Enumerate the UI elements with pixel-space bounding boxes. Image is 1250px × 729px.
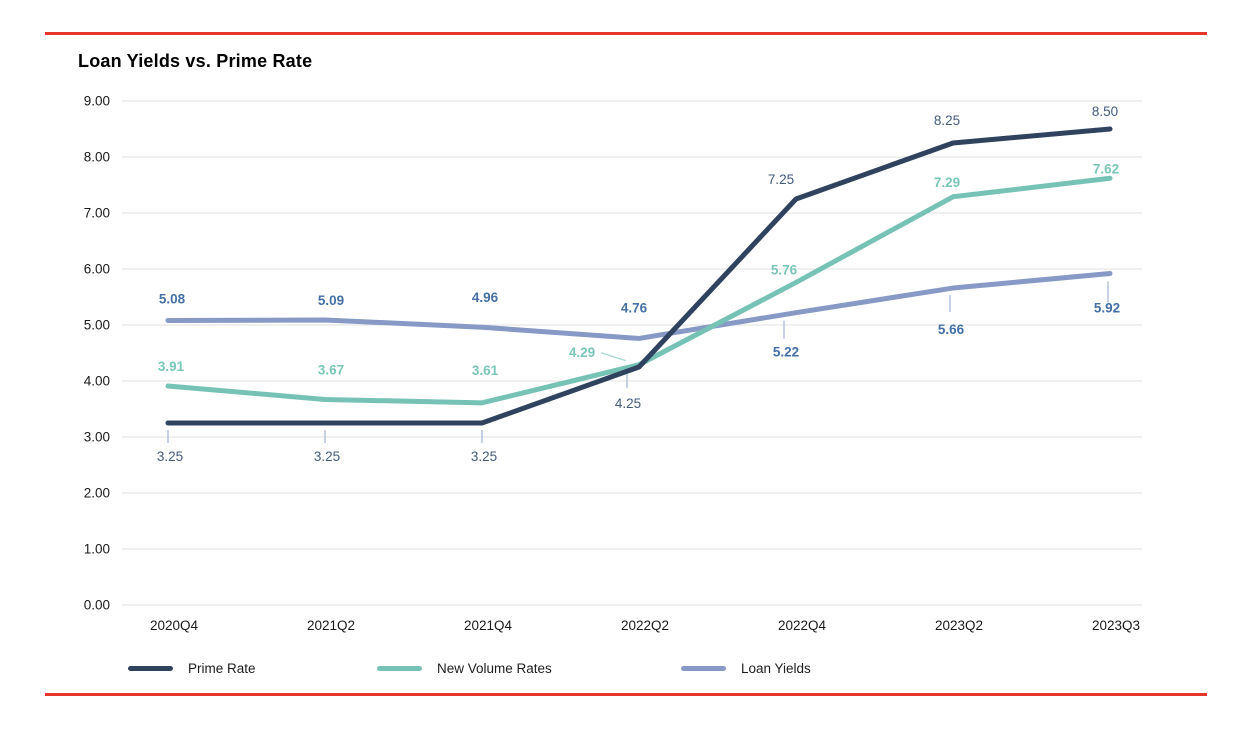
y-axis-label: 3.00: [84, 430, 110, 445]
y-axis-label: 2.00: [84, 486, 110, 501]
data-label: 4.29: [569, 345, 595, 360]
legend-swatch-loan-yields: [681, 665, 726, 671]
legend-item-new-volume-rates: New Volume Rates: [377, 660, 552, 676]
data-label: 3.25: [157, 449, 183, 464]
chart-title: Loan Yields vs. Prime Rate: [78, 51, 313, 71]
y-axis-label: 7.00: [84, 206, 110, 221]
x-axis-label: 2021Q4: [464, 618, 513, 633]
data-label: 3.67: [318, 362, 344, 377]
data-label-leader: [600, 352, 627, 362]
x-axis-label: 2020Q4: [150, 618, 199, 633]
data-label: 3.91: [158, 359, 185, 374]
chart-legend: Prime Rate New Volume Rates Loan Yields: [0, 660, 1250, 678]
legend-item-loan-yields: Loan Yields: [681, 660, 811, 676]
y-axis-label: 8.00: [84, 150, 110, 165]
y-axis-label: 6.00: [84, 262, 110, 277]
data-label: 4.25: [615, 396, 641, 411]
data-label: 8.50: [1092, 104, 1118, 119]
series-line-prime-rate: [165, 126, 1113, 426]
x-axis-label: 2023Q2: [935, 618, 983, 633]
data-label: 7.29: [934, 175, 960, 190]
data-label: 5.66: [938, 322, 965, 337]
legend-label-new-volume-rates: New Volume Rates: [437, 660, 552, 676]
data-label: 5.22: [773, 345, 799, 360]
top-red-rule: [45, 32, 1207, 35]
data-label: 5.76: [771, 262, 798, 277]
legend-swatch-prime-rate: [128, 665, 173, 671]
data-label: 3.25: [471, 449, 497, 464]
data-label: 3.61: [472, 363, 499, 378]
data-label: 3.25: [314, 449, 340, 464]
x-axis-label: 2022Q2: [621, 618, 669, 633]
x-axis-label: 2023Q3: [1092, 618, 1140, 633]
legend-label-loan-yields: Loan Yields: [741, 660, 811, 676]
y-axis-label: 4.00: [84, 374, 110, 389]
series-line-loan-yields: [165, 270, 1113, 341]
data-label: 5.09: [318, 293, 344, 308]
y-axis-label: 9.00: [84, 94, 110, 109]
data-label: 7.25: [768, 172, 794, 187]
y-axis-label: 1.00: [84, 542, 110, 557]
y-axis-label: 0.00: [84, 598, 110, 613]
data-label: 4.96: [472, 290, 499, 305]
bottom-red-rule: [45, 693, 1207, 696]
y-axis-label: 5.00: [84, 318, 110, 333]
x-axis-label: 2022Q4: [778, 618, 827, 633]
legend-swatch-new-volume-rates: [377, 665, 422, 671]
legend-item-prime-rate: Prime Rate: [128, 660, 256, 676]
x-axis-label: 2021Q2: [307, 618, 355, 633]
data-label: 8.25: [934, 113, 960, 128]
data-label: 5.92: [1094, 300, 1120, 315]
data-label: 5.08: [159, 292, 186, 307]
data-label: 7.62: [1093, 161, 1119, 176]
legend-label-prime-rate: Prime Rate: [188, 660, 256, 676]
data-label: 4.76: [621, 300, 648, 315]
